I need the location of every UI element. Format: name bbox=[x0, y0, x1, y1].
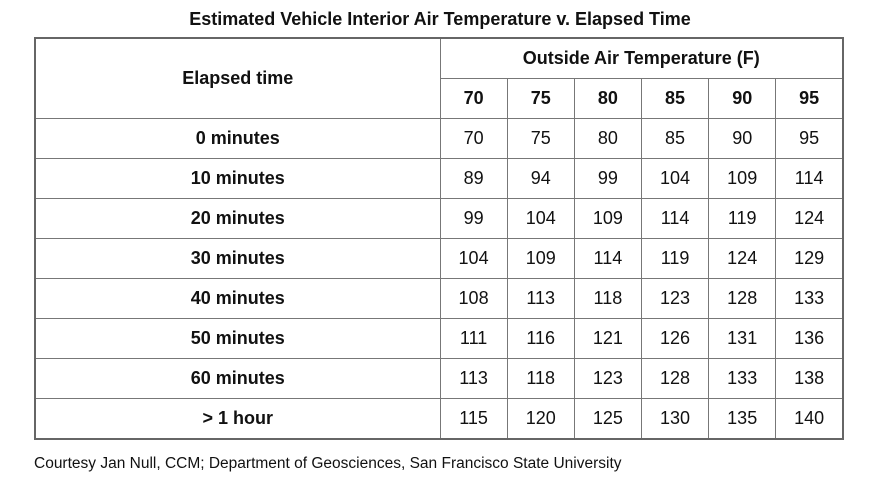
temperature-cell: 128 bbox=[640, 358, 710, 399]
row-label: 30 minutes bbox=[34, 238, 441, 279]
row-header: Elapsed time bbox=[34, 37, 441, 119]
column-header: 80 bbox=[573, 78, 642, 119]
temperature-cell: 119 bbox=[708, 198, 777, 239]
table-title: Estimated Vehicle Interior Air Temperatu… bbox=[189, 9, 691, 29]
temperature-cell: 124 bbox=[708, 238, 777, 279]
temperature-cell: 70 bbox=[439, 118, 508, 159]
temperature-cell: 99 bbox=[573, 158, 642, 199]
temperature-cell: 89 bbox=[439, 158, 508, 199]
data-row: 30 minutes 104 109 114 119 124 129 bbox=[34, 238, 844, 279]
column-header: 70 bbox=[439, 78, 508, 119]
temperature-cell: 109 bbox=[573, 198, 642, 239]
temperature-cell: 118 bbox=[506, 358, 575, 399]
temperature-cell: 114 bbox=[640, 198, 710, 239]
temperature-cell: 120 bbox=[506, 398, 575, 440]
temperature-cell: 114 bbox=[775, 158, 844, 199]
temperature-cell: 130 bbox=[640, 398, 710, 440]
temperature-cell: 94 bbox=[506, 158, 575, 199]
temperature-cell: 116 bbox=[506, 318, 575, 359]
temperature-cell: 121 bbox=[573, 318, 642, 359]
temperature-cell: 104 bbox=[640, 158, 710, 199]
header-row: 70 75 80 85 90 95 bbox=[35, 78, 844, 119]
data-row: 40 minutes 108 113 118 123 128 133 bbox=[34, 278, 844, 319]
row-label: 60 minutes bbox=[34, 358, 441, 399]
data-row: 20 minutes 99 104 109 114 119 124 bbox=[34, 198, 844, 239]
temperature-cell: 111 bbox=[439, 318, 508, 359]
temperature-cell: 108 bbox=[439, 278, 508, 319]
temperature-cell: 99 bbox=[439, 198, 508, 239]
temperature-cell: 123 bbox=[573, 358, 642, 399]
data-row: 50 minutes 111 116 121 126 131 136 bbox=[34, 318, 844, 359]
row-label: 40 minutes bbox=[34, 278, 441, 319]
row-label: > 1 hour bbox=[34, 398, 441, 440]
header-row: Elapsed time Outside Air Temperature (F) bbox=[34, 37, 844, 119]
column-header: 95 bbox=[775, 78, 844, 119]
temperature-cell: 80 bbox=[573, 118, 642, 159]
temperature-cell: 138 bbox=[775, 358, 844, 399]
temperature-cell: 118 bbox=[573, 278, 642, 319]
column-header: 90 bbox=[708, 78, 777, 119]
temperature-cell: 75 bbox=[506, 118, 575, 159]
data-row: 60 minutes 113 118 123 128 133 138 bbox=[34, 358, 844, 399]
temperature-cell: 133 bbox=[775, 278, 844, 319]
temperature-cell: 113 bbox=[506, 278, 575, 319]
temperature-cell: 104 bbox=[506, 198, 575, 239]
temperature-cell: 128 bbox=[708, 278, 777, 319]
temperature-cell: 104 bbox=[439, 238, 508, 279]
row-label: 0 minutes bbox=[34, 118, 441, 159]
temperature-cell: 114 bbox=[573, 238, 642, 279]
row-label: 10 minutes bbox=[34, 158, 441, 199]
temperature-cell: 109 bbox=[708, 158, 777, 199]
temperature-cell: 140 bbox=[775, 398, 844, 440]
temperature-cell: 133 bbox=[708, 358, 777, 399]
temperature-cell: 131 bbox=[708, 318, 777, 359]
column-header: 85 bbox=[640, 78, 710, 119]
temperature-cell: 85 bbox=[640, 118, 710, 159]
temperature-cell: 135 bbox=[708, 398, 777, 440]
temperature-cell: 115 bbox=[439, 398, 508, 440]
footer-credit: Courtesy Jan Null, CCM; Department of Ge… bbox=[34, 455, 622, 472]
data-row: 0 minutes 70 75 80 85 90 95 bbox=[34, 118, 844, 159]
temperature-table: Elapsed time Outside Air Temperature (F) 7… bbox=[34, 37, 844, 440]
temperature-cell: 109 bbox=[506, 238, 575, 279]
row-label: 20 minutes bbox=[34, 198, 441, 239]
temperature-cell: 124 bbox=[775, 198, 844, 239]
temperature-cell: 90 bbox=[708, 118, 777, 159]
temperature-cell: 129 bbox=[775, 238, 844, 279]
temperature-cell: 113 bbox=[439, 358, 508, 399]
temperature-cell: 136 bbox=[775, 318, 844, 359]
column-group-header: Outside Air Temperature (F) bbox=[439, 37, 844, 79]
row-label: 50 minutes bbox=[34, 318, 441, 359]
temperature-cell: 119 bbox=[640, 238, 710, 279]
temperature-cell: 126 bbox=[640, 318, 710, 359]
data-row: 10 minutes 89 94 99 104 109 114 bbox=[34, 158, 844, 199]
data-row: > 1 hour 115 120 125 130 135 140 bbox=[34, 398, 844, 440]
temperature-cell: 125 bbox=[573, 398, 642, 440]
column-header: 75 bbox=[506, 78, 575, 119]
temperature-cell: 123 bbox=[640, 278, 710, 319]
temperature-cell: 95 bbox=[775, 118, 844, 159]
